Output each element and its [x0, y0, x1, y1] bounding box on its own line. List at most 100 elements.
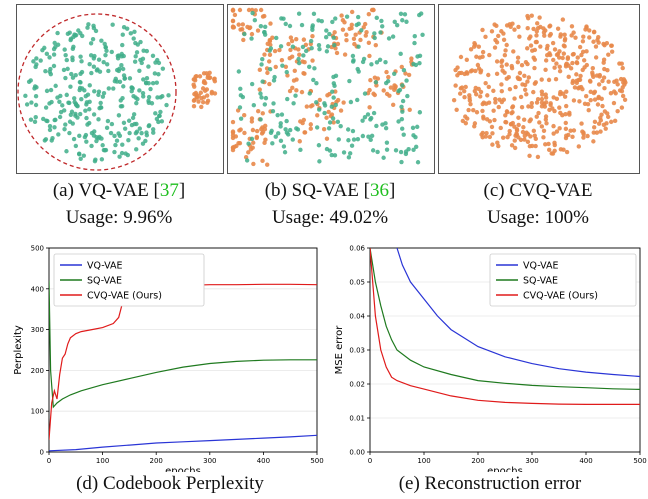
- scatter-point-orange: [505, 134, 510, 140]
- scatter-point-orange: [508, 122, 514, 127]
- caption-a-close: ]: [178, 180, 186, 201]
- scatter-point-teal: [156, 113, 162, 119]
- scatter-point-teal: [400, 109, 405, 114]
- scatter-point-orange: [406, 72, 412, 78]
- scatter-point-orange: [304, 104, 310, 109]
- scatter-point-teal: [317, 47, 322, 52]
- scatter-point-orange: [351, 36, 357, 42]
- scatter-point-orange: [539, 77, 544, 82]
- scatter-point-orange: [580, 67, 585, 73]
- scatter-point-orange: [527, 143, 533, 149]
- scatter-point-teal: [72, 96, 77, 101]
- scatter-point-orange: [567, 112, 572, 117]
- scatter-point-teal: [146, 94, 152, 100]
- scatter-point-teal: [319, 18, 324, 24]
- scatter-point-orange: [472, 124, 477, 129]
- scatter-point-teal: [330, 89, 335, 94]
- caption-c: (c) CVQ-VAE: [483, 180, 593, 201]
- scatter-point-teal: [73, 143, 79, 149]
- scatter-point-teal: [110, 22, 115, 27]
- scatter-point-teal: [160, 94, 165, 99]
- scatter-point-teal: [149, 101, 155, 106]
- scatter-point-orange: [260, 158, 265, 164]
- scatter-point-teal: [278, 44, 284, 49]
- scatter-point-orange: [511, 49, 516, 54]
- scatter-point-orange: [597, 74, 602, 79]
- perplexity-chart: 0 100 200 300 400 500 0 100 200 300 400 500 epochs Pe…: [13, 245, 324, 473]
- scatter-point-teal: [286, 132, 291, 137]
- scatter-point-orange: [593, 44, 599, 49]
- scatter-point-teal: [383, 59, 388, 65]
- scatter-point-teal: [413, 144, 419, 150]
- scatter-point-teal: [52, 125, 57, 130]
- scatter-point-teal: [384, 140, 390, 145]
- scatter-point-orange: [525, 131, 531, 137]
- scatter-point-orange: [543, 58, 549, 63]
- y-tick-label: 400: [31, 285, 44, 293]
- scatter-point-teal: [87, 62, 92, 67]
- scatter-point-orange: [487, 52, 492, 58]
- scatter-point-orange: [265, 162, 270, 167]
- scatter-point-teal: [287, 23, 293, 29]
- scatter-point-teal: [236, 69, 242, 74]
- scatter-point-orange: [301, 117, 307, 123]
- scatter-point-teal: [373, 80, 379, 85]
- scatter-point-teal: [280, 63, 285, 68]
- scatter-point-teal: [269, 128, 274, 134]
- scatter-point-teal: [140, 90, 146, 96]
- scatter-point-teal: [131, 36, 136, 41]
- scatter-point-orange: [598, 129, 603, 134]
- scatter-point-orange: [212, 76, 217, 81]
- scatter-point-teal: [327, 148, 333, 153]
- citation-link-36[interactable]: 36: [369, 180, 389, 201]
- scatter-point-teal: [150, 53, 156, 59]
- scatter-point-teal: [332, 153, 338, 158]
- scatter-point-teal: [99, 157, 105, 162]
- scatter-point-teal: [259, 95, 264, 100]
- scatter-point-orange: [531, 128, 537, 134]
- scatter-point-orange: [606, 79, 611, 84]
- citation-link-37[interactable]: 37: [159, 180, 179, 201]
- scatter-point-orange: [532, 65, 537, 71]
- scatter-point-teal: [41, 116, 46, 122]
- scatter-point-orange: [512, 145, 518, 151]
- scatter-point-orange: [285, 73, 290, 78]
- series-line-vqvae: [396, 248, 640, 378]
- scatter-point-orange: [609, 43, 614, 48]
- scatter-point-teal: [344, 14, 350, 19]
- scatter-point-teal: [301, 53, 306, 58]
- scatter-point-orange: [498, 125, 503, 131]
- scatter-point-orange: [476, 44, 482, 49]
- scatter-point-orange: [532, 57, 538, 62]
- legend-label: VQ-VAE: [87, 261, 123, 272]
- scatter-point-teal: [111, 86, 116, 91]
- scatter-point-teal: [92, 129, 97, 134]
- scatter-point-orange: [207, 75, 213, 80]
- scatter-point-orange: [325, 93, 330, 98]
- scatter-point-teal: [100, 143, 105, 148]
- scatter-point-orange: [525, 46, 530, 51]
- scatter-point-teal: [101, 90, 107, 96]
- scatter-point-orange: [283, 64, 289, 69]
- scatter-point-orange: [474, 110, 480, 115]
- scatter-point-orange: [581, 34, 586, 39]
- scatter-point-orange: [581, 58, 587, 63]
- y-tick-label: 200: [31, 367, 44, 375]
- scatter-point-teal: [314, 81, 319, 86]
- scatter-point-teal: [87, 99, 92, 105]
- scatter-point-orange: [472, 88, 478, 94]
- scatter-point-teal: [88, 53, 94, 58]
- scatter-point-orange: [515, 55, 521, 60]
- scatter-point-orange: [473, 68, 478, 74]
- scatter-point-teal: [260, 56, 265, 62]
- scatter-point-orange: [539, 89, 545, 94]
- scatter-point-teal: [390, 34, 396, 39]
- scatter-point-orange: [197, 74, 203, 79]
- scatter-point-orange: [483, 80, 488, 86]
- scatter-point-teal: [354, 22, 359, 28]
- scatter-point-teal: [384, 147, 390, 152]
- scatter-point-orange: [519, 104, 525, 110]
- scatter-point-teal: [134, 147, 139, 152]
- scatter-point-teal: [331, 95, 336, 100]
- scatter-point-orange: [522, 87, 528, 92]
